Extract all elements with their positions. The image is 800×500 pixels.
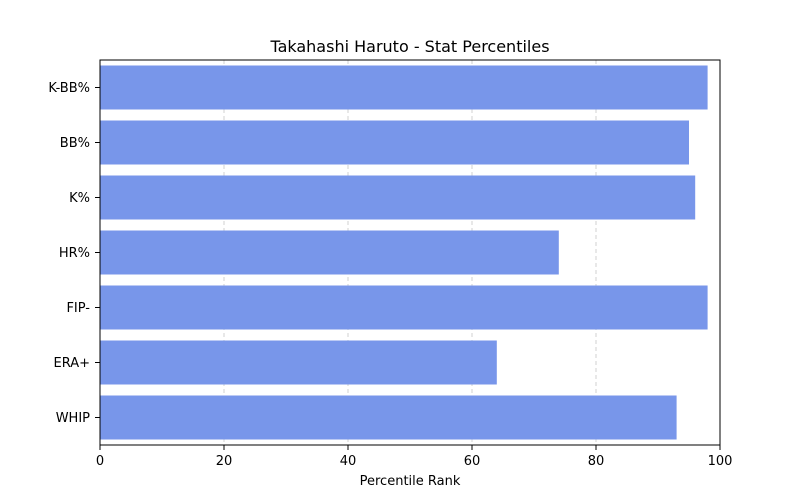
y-tick-label-3: HR% [59,246,90,261]
y-tick-label-2: K% [69,191,90,206]
x-tick-label-4: 80 [588,454,605,469]
bars [100,65,708,440]
chart-title: Takahashi Haruto - Stat Percentiles [269,37,549,56]
bar-0 [100,65,708,110]
x-tick-label-1: 20 [216,454,233,469]
x-tick-label-0: 0 [96,454,104,469]
y-tick-label-1: BB% [60,136,90,151]
bar-2 [100,175,696,220]
y-tick-label-5: ERA+ [53,356,90,371]
bar-4 [100,285,708,330]
y-axis-ticks: K-BB% BB% K% HR% FIP- ERA+ WHIP [48,81,100,426]
x-axis-label: Percentile Rank [360,474,461,489]
bar-6 [100,395,677,440]
bar-5 [100,340,497,385]
y-tick-label-0: K-BB% [48,81,90,96]
x-tick-label-3: 60 [464,454,481,469]
bar-1 [100,120,689,165]
x-axis-ticks: 0 20 40 60 80 100 [96,445,733,469]
y-tick-label-6: WHIP [56,411,90,426]
x-tick-label-2: 40 [340,454,357,469]
y-tick-label-4: FIP- [66,301,90,316]
x-tick-label-5: 100 [708,454,733,469]
bar-3 [100,230,559,275]
